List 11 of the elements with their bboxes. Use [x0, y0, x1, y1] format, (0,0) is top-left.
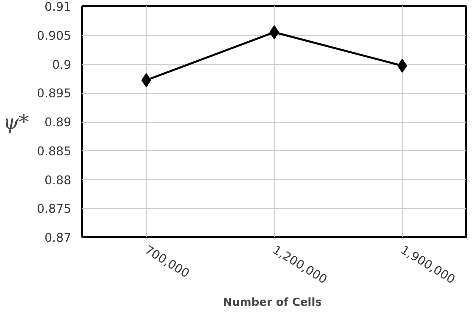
y-tick-label: 0.88 [44, 173, 72, 188]
y-axis-title: ψ* [3, 110, 30, 134]
y-tick-label: 0.87 [44, 231, 72, 245]
y-tick-label: 0.9 [52, 58, 72, 72]
y-tick-label: 0.885 [37, 144, 72, 158]
y-tick-label: 0.905 [37, 28, 72, 43]
y-tick-label: 0.91 [44, 0, 72, 14]
y-tick-label: 0.875 [37, 202, 72, 216]
y-tick-label: 0.89 [44, 116, 72, 130]
y-tick-label: 0.895 [37, 86, 72, 101]
x-axis-title: Number of Cells [223, 296, 322, 310]
